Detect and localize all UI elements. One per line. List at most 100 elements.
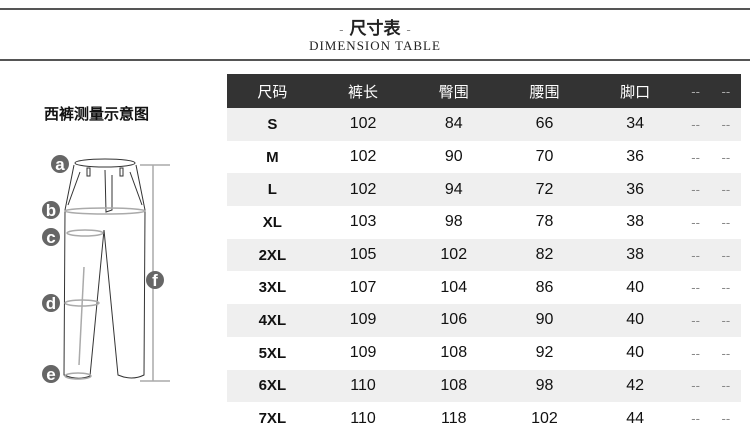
value-cell: --	[721, 149, 731, 165]
value-cell: --	[691, 280, 700, 296]
value-cell: 110	[350, 409, 376, 427]
value-cell: 118	[441, 409, 467, 427]
value-cell: 102	[317, 173, 409, 207]
value-cell: 108	[440, 344, 468, 362]
measure-label-c: c	[42, 228, 60, 247]
value-cell: 40	[626, 344, 645, 362]
size-cell: 5XL	[258, 344, 287, 362]
value-cell: 106	[408, 304, 500, 337]
table-row: 4XL 109 106 90 40 -- --	[227, 304, 741, 337]
value-cell: 38	[589, 238, 681, 272]
table-row: XL 103 98 78 38 -- --	[227, 206, 741, 239]
size-table: 尺码 裤长 臀围 腰围 脚口 -- -- S 102 84 66 34 -- -- M 102 90 70 36-…	[227, 74, 741, 435]
value-cell: --	[691, 411, 700, 427]
value-cell: --	[721, 411, 731, 427]
size-cell: 7XL	[258, 410, 287, 428]
value-cell: --	[691, 149, 700, 165]
value-cell: 36	[589, 173, 681, 207]
table-row: 7XL 110 118 102 44 -- --	[227, 402, 741, 435]
top-rule	[0, 8, 750, 10]
value-cell: 34	[589, 108, 681, 141]
value-cell: --	[710, 238, 741, 272]
value-cell: 94	[408, 173, 500, 207]
value-cell: 109	[349, 344, 377, 362]
page-subtitle: DIMENSION TABLE	[309, 38, 441, 53]
value-cell: 103	[349, 213, 377, 231]
column-header: 腰围	[499, 74, 590, 108]
column-header: --	[710, 74, 741, 108]
size-cell: 6XL	[227, 369, 318, 403]
svg-text:d: d	[46, 294, 56, 313]
value-cell: 66	[499, 108, 590, 141]
value-cell: --	[710, 304, 741, 337]
measure-label-e: e	[42, 365, 60, 384]
value-cell: --	[691, 345, 700, 361]
measure-label-d: d	[42, 294, 60, 313]
value-cell: --	[710, 108, 741, 141]
size-cell: 4XL	[227, 304, 318, 337]
column-header: 裤长	[317, 74, 409, 108]
value-cell: --	[721, 214, 731, 230]
size-cell: L	[227, 173, 318, 207]
value-cell: 92	[535, 344, 554, 362]
value-cell: 102	[531, 409, 558, 427]
value-cell: --	[721, 345, 731, 361]
value-cell: 98	[444, 213, 463, 231]
value-cell: --	[710, 369, 741, 403]
table-row: 3XL 107 104 86 40 -- --	[227, 271, 741, 304]
value-cell: --	[710, 173, 741, 207]
table-row: S 102 84 66 34 -- --	[227, 108, 741, 141]
value-cell: --	[721, 280, 731, 296]
value-cell: 105	[317, 238, 409, 272]
value-cell: 78	[535, 213, 554, 231]
size-cell: S	[227, 108, 318, 141]
column-header: 脚口	[589, 74, 681, 108]
value-cell: 84	[408, 108, 500, 141]
figure-title: 西裤测量示意图	[44, 105, 150, 123]
measure-label-a: a	[51, 155, 69, 174]
header-rule	[0, 59, 750, 61]
measure-label-b: b	[42, 201, 60, 220]
value-cell: 42	[589, 369, 681, 403]
value-cell: 107	[349, 278, 377, 296]
size-cell: XL	[262, 213, 282, 231]
value-cell: 44	[626, 409, 645, 427]
table-row: L 102 94 72 36 -- --	[227, 173, 741, 207]
value-cell: 98	[499, 369, 590, 403]
svg-text:c: c	[46, 228, 55, 247]
value-cell: 90	[499, 304, 590, 337]
measure-label-f: f	[146, 271, 164, 290]
svg-text:b: b	[46, 201, 56, 220]
value-cell: --	[680, 369, 711, 403]
value-cell: 109	[317, 304, 409, 337]
value-cell: 102	[408, 238, 500, 272]
value-cell: 40	[589, 304, 681, 337]
column-header: --	[680, 74, 711, 108]
size-cell: 3XL	[258, 279, 287, 297]
table-row: 5XL 109 108 92 40 -- --	[227, 337, 741, 370]
table-header: 尺码 裤长 臀围 腰围 脚口 -- --	[227, 74, 741, 108]
value-cell: 82	[499, 238, 590, 272]
svg-text:f: f	[152, 271, 158, 290]
size-cell: 2XL	[227, 238, 318, 272]
value-cell: --	[680, 238, 711, 272]
value-cell: --	[680, 108, 711, 141]
value-cell: --	[691, 214, 700, 230]
value-cell: 102	[317, 108, 409, 141]
value-cell: 86	[535, 278, 554, 296]
table-row: 2XL 105 102 82 38 -- --	[227, 238, 741, 272]
size-cell: M	[266, 148, 279, 166]
trousers-diagram: a b c d e f	[42, 155, 170, 384]
value-cell: --	[680, 173, 711, 207]
table-row: M 102 90 70 36 -- --	[227, 141, 741, 174]
svg-text:a: a	[55, 155, 65, 174]
value-cell: 90	[444, 148, 463, 166]
value-cell: 72	[499, 173, 590, 207]
value-cell: 70	[535, 148, 554, 166]
value-cell: 36	[626, 148, 645, 166]
value-cell: --	[680, 304, 711, 337]
page-title: - 尺寸表 -	[339, 19, 411, 39]
column-header: 尺码	[227, 74, 318, 108]
value-cell: 102	[349, 148, 377, 166]
table-row: 6XL 110 108 98 42 -- --	[227, 369, 741, 403]
